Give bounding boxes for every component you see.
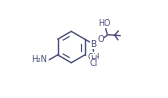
Text: B: B [91,40,97,49]
Text: HO: HO [99,19,111,28]
Text: Cl: Cl [90,59,98,69]
Text: OH: OH [87,53,100,62]
Text: H₂N: H₂N [31,55,47,64]
Text: O: O [97,35,104,44]
Text: H: H [90,55,96,64]
